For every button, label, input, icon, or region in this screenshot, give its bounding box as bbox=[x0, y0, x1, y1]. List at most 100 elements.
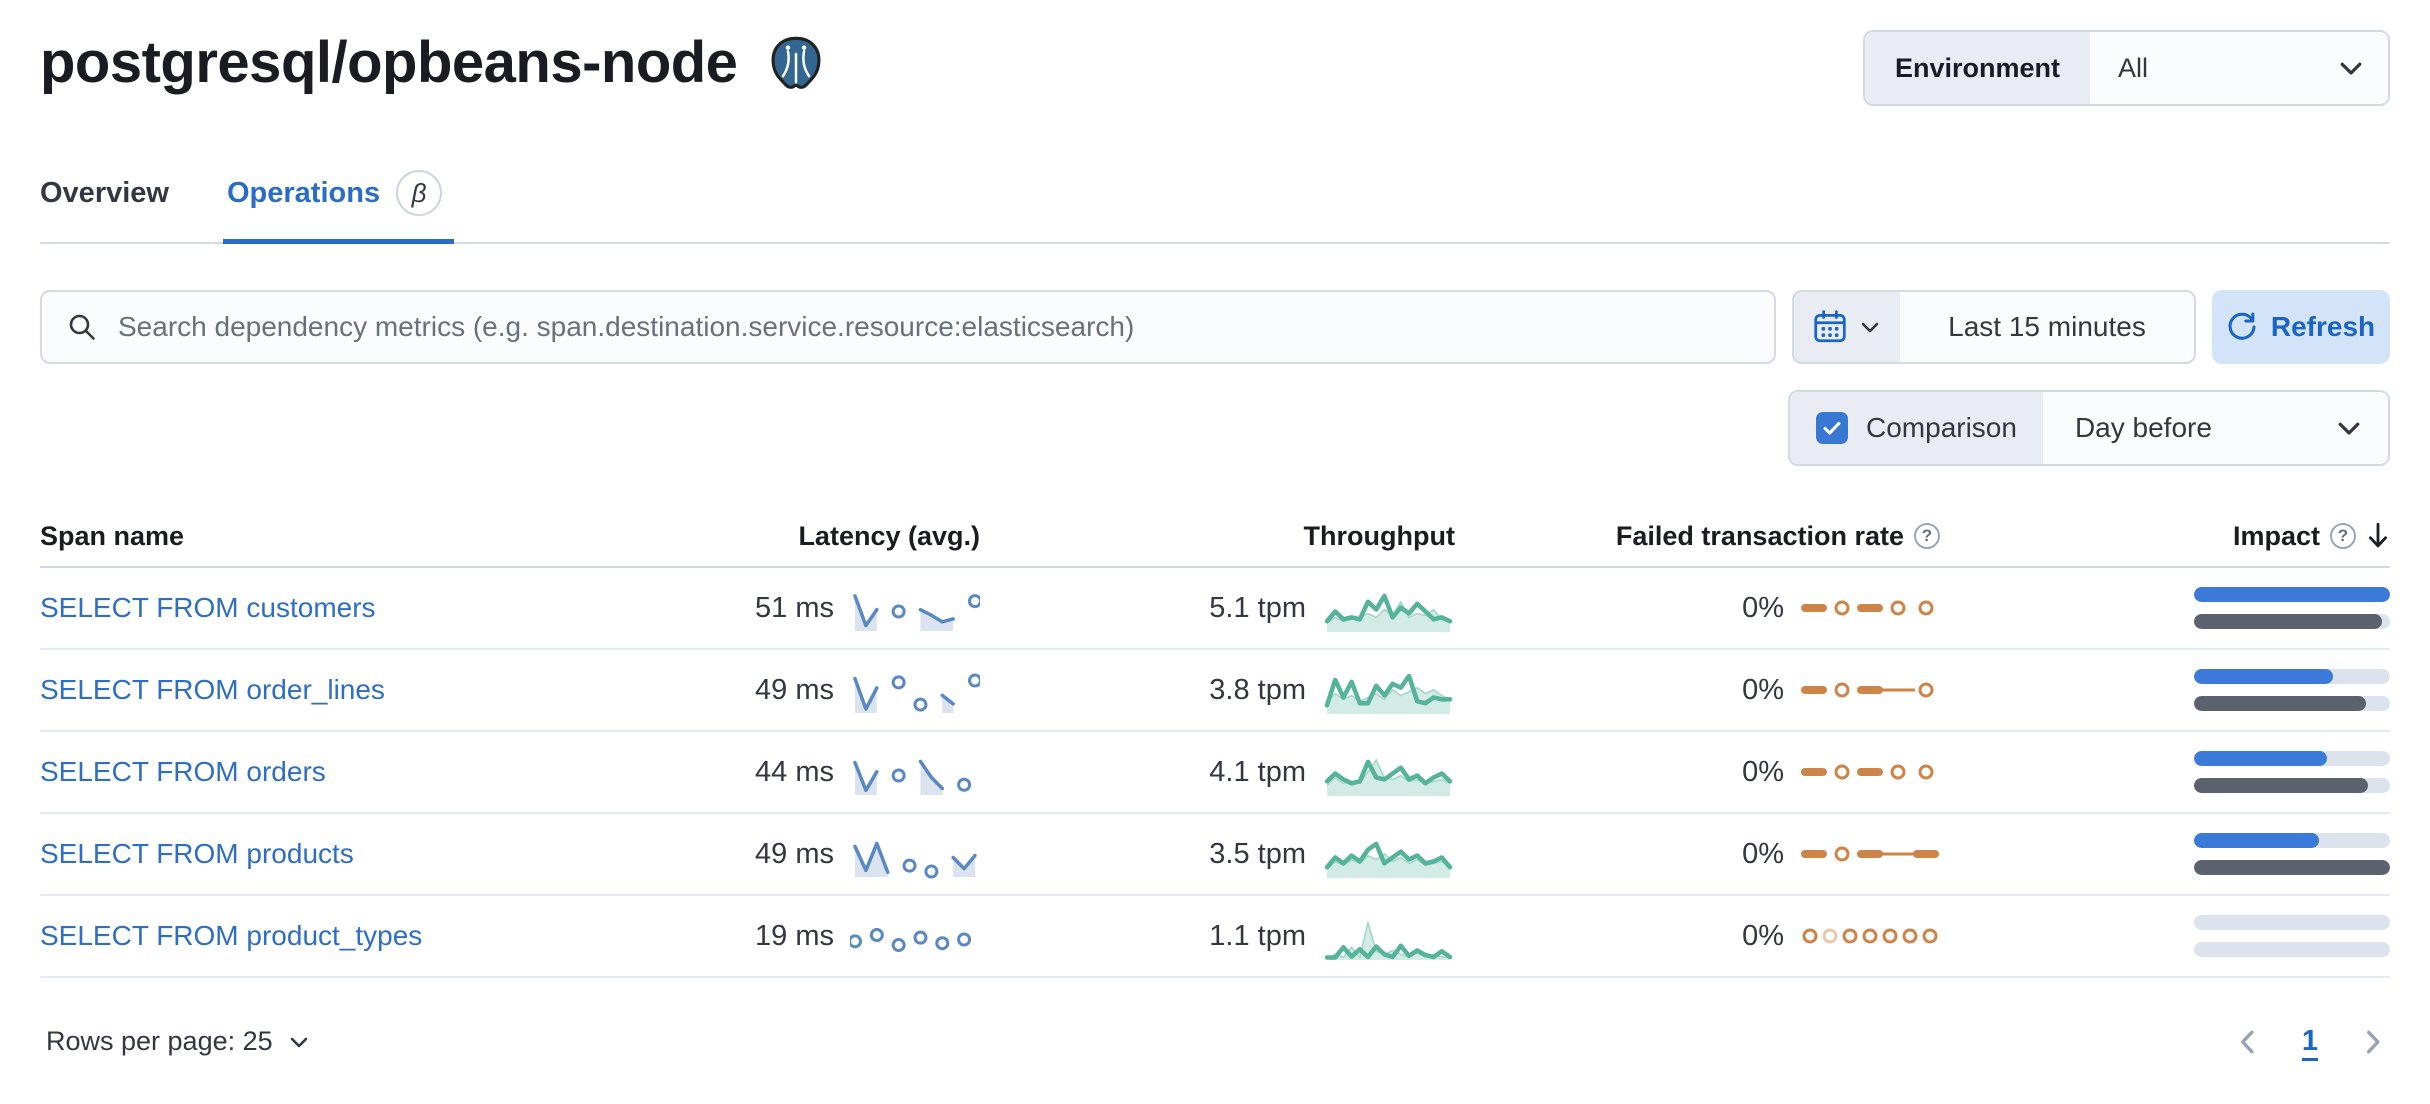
date-picker: Last 15 minutes bbox=[1792, 290, 2196, 364]
next-page-button[interactable] bbox=[2360, 1027, 2386, 1057]
info-icon[interactable]: ? bbox=[1914, 523, 1940, 549]
impact-bar-previous bbox=[2194, 614, 2390, 629]
comparison-checkbox-group: Comparison bbox=[1790, 392, 2043, 464]
throughput-sparkline bbox=[1324, 841, 1453, 878]
comparison-label: Comparison bbox=[1866, 412, 2017, 443]
column-header-failed-rate[interactable]: Failed transaction rate ? bbox=[1455, 521, 1940, 552]
tab-operations[interactable]: Operations β bbox=[222, 170, 455, 244]
environment-select[interactable]: Environment All bbox=[1862, 30, 2390, 106]
impact-bar-current bbox=[2194, 915, 2390, 930]
latency-sparkline bbox=[853, 759, 972, 795]
failed-rate-sparkline bbox=[1802, 928, 1938, 944]
span-name-link[interactable]: SELECT FROM product_types bbox=[40, 920, 423, 951]
latency-sparkline bbox=[850, 928, 972, 953]
rows-per-page-label: Rows per page: 25 bbox=[46, 1026, 273, 1056]
table-row: SELECT FROM order_lines 49 ms 3.8 tpm 0% bbox=[40, 650, 2390, 732]
tab-operations-label: Operations bbox=[226, 176, 381, 209]
toolbar: Last 15 minutes Refresh bbox=[40, 290, 2390, 364]
span-name-link[interactable]: SELECT FROM order_lines bbox=[40, 674, 385, 705]
failed-rate-sparkline bbox=[1801, 764, 1934, 780]
throughput-sparkline bbox=[1324, 673, 1453, 714]
table-row: SELECT FROM product_types 19 ms 1.1 tpm … bbox=[40, 896, 2390, 978]
search-input[interactable] bbox=[116, 310, 1750, 344]
refresh-button-label: Refresh bbox=[2270, 311, 2376, 342]
calendar-icon bbox=[1814, 310, 1846, 343]
span-name-link[interactable]: SELECT FROM customers bbox=[40, 592, 376, 623]
impact-bar-previous bbox=[2194, 942, 2390, 957]
search-field bbox=[40, 290, 1776, 364]
chevron-right-icon bbox=[2367, 1030, 2380, 1053]
time-range-button[interactable]: Last 15 minutes bbox=[1900, 292, 2194, 362]
column-header-span-name: Span name bbox=[40, 520, 185, 551]
failed-rate-value: 0% bbox=[1742, 673, 1784, 706]
table-row: SELECT FROM orders 44 ms 4.1 tpm 0% bbox=[40, 732, 2390, 814]
tab-overview[interactable]: Overview bbox=[40, 170, 169, 242]
latency-sparkline bbox=[853, 841, 977, 879]
operations-table: Span name Latency (avg.) Throughput Fail… bbox=[40, 506, 2390, 1059]
comparison-select-value: Day before bbox=[2074, 412, 2212, 443]
latency-value: 49 ms bbox=[755, 837, 834, 870]
throughput-sparkline bbox=[1324, 758, 1453, 796]
tabs-bar: Overview Operations β bbox=[40, 170, 2390, 244]
chevron-down-icon bbox=[2338, 422, 2360, 435]
environment-select-value: All bbox=[2118, 52, 2149, 83]
search-icon bbox=[69, 314, 95, 340]
chevron-left-icon bbox=[2240, 1030, 2254, 1053]
impact-bar-current bbox=[2194, 587, 2390, 602]
rows-per-page-button[interactable]: Rows per page: 25 bbox=[40, 1025, 317, 1058]
tab-overview-label: Overview bbox=[40, 176, 169, 209]
failed-rate-value: 0% bbox=[1742, 591, 1784, 624]
impact-bar-previous bbox=[2194, 860, 2390, 875]
impact-bar-current bbox=[2194, 751, 2390, 766]
latency-value: 49 ms bbox=[755, 673, 834, 706]
impact-bar-previous bbox=[2194, 778, 2390, 793]
comparison-checkbox[interactable] bbox=[1816, 412, 1848, 444]
chevron-down-icon bbox=[2340, 62, 2362, 75]
chevron-down-icon bbox=[1861, 322, 1879, 333]
refresh-button[interactable]: Refresh bbox=[2212, 290, 2390, 364]
sort-descending-arrow-icon bbox=[2369, 522, 2387, 548]
column-header-impact[interactable]: Impact ? bbox=[1940, 521, 2390, 552]
comparison-row: Comparison Day before bbox=[40, 390, 2390, 466]
impact-cell bbox=[1940, 833, 2390, 875]
pagination: 1 bbox=[2234, 1024, 2386, 1059]
check-icon bbox=[1823, 421, 1841, 435]
column-header-latency[interactable]: Latency (avg.) bbox=[798, 520, 980, 551]
throughput-sparkline bbox=[1324, 921, 1453, 960]
throughput-value: 1.1 tpm bbox=[1209, 919, 1306, 952]
date-picker-calendar-button[interactable] bbox=[1794, 292, 1900, 362]
throughput-value: 5.1 tpm bbox=[1209, 591, 1306, 624]
beta-badge: β bbox=[396, 170, 443, 216]
throughput-value: 3.5 tpm bbox=[1209, 837, 1306, 870]
page-number-1[interactable]: 1 bbox=[2296, 1024, 2324, 1059]
latency-sparkline bbox=[853, 594, 980, 631]
failed-rate-sparkline bbox=[1801, 846, 1939, 862]
latency-value: 44 ms bbox=[755, 755, 834, 788]
throughput-value: 4.1 tpm bbox=[1209, 755, 1306, 788]
throughput-value: 3.8 tpm bbox=[1209, 673, 1306, 706]
environment-select-label: Environment bbox=[1864, 32, 2090, 104]
span-name-link[interactable]: SELECT FROM orders bbox=[40, 756, 326, 787]
latency-value: 51 ms bbox=[755, 591, 834, 624]
info-icon[interactable]: ? bbox=[2330, 523, 2356, 549]
throughput-sparkline bbox=[1324, 593, 1453, 632]
impact-bar-current bbox=[2194, 669, 2390, 684]
refresh-icon bbox=[2228, 312, 2256, 340]
comparison-select[interactable]: Day before bbox=[2043, 392, 2388, 464]
impact-bar-current bbox=[2194, 833, 2390, 848]
page-title: postgresql/opbeans-node bbox=[40, 30, 738, 95]
column-header-throughput[interactable]: Throughput bbox=[1303, 520, 1455, 551]
chevron-down-icon bbox=[290, 1037, 307, 1047]
impact-cell bbox=[1940, 669, 2390, 711]
failed-rate-value: 0% bbox=[1742, 837, 1784, 870]
postgresql-logo-icon bbox=[771, 36, 821, 89]
impact-bar-previous bbox=[2194, 696, 2390, 711]
previous-page-button[interactable] bbox=[2234, 1027, 2260, 1057]
table-footer: Rows per page: 25 1 bbox=[40, 1024, 2390, 1059]
failed-rate-sparkline bbox=[1801, 600, 1934, 616]
table-row: SELECT FROM customers 51 ms 5.1 tpm 0% bbox=[40, 568, 2390, 650]
table-row: SELECT FROM products 49 ms 3.5 tpm 0% bbox=[40, 814, 2390, 896]
latency-sparkline bbox=[853, 673, 980, 713]
span-name-link[interactable]: SELECT FROM products bbox=[40, 838, 354, 869]
